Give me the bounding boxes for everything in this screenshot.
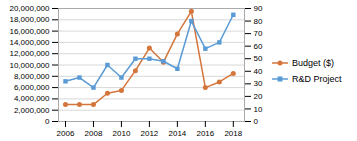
svg-text:20: 20 [254,92,263,101]
svg-text:20,000,000: 20,000,000 [9,4,50,13]
svg-text:6,000,000: 6,000,000 [14,83,50,92]
svg-text:12,000,000: 12,000,000 [9,49,50,58]
svg-text:50: 50 [254,54,263,63]
svg-text:90: 90 [254,4,263,13]
svg-text:2006: 2006 [57,129,75,138]
svg-text:2014: 2014 [168,129,186,138]
svg-text:40: 40 [254,67,263,76]
svg-text:2016: 2016 [196,129,214,138]
svg-text:10,000,000: 10,000,000 [9,61,50,70]
svg-text:2008: 2008 [85,129,103,138]
svg-text:30: 30 [254,79,263,88]
svg-text:2018: 2018 [224,129,242,138]
svg-text:60: 60 [254,42,263,51]
svg-text:0: 0 [254,117,259,126]
svg-text:14,000,000: 14,000,000 [9,38,50,47]
svg-text:16,000,000: 16,000,000 [9,27,50,36]
svg-text:70: 70 [254,29,263,38]
svg-text:8,000,000: 8,000,000 [14,72,50,81]
html-text:R&D Project: R&D Project [292,73,342,84]
svg-text:2012: 2012 [141,129,159,138]
svg-text:10: 10 [254,105,263,114]
svg-text:18,000,000: 18,000,000 [9,15,50,24]
svg-text:4,000,000: 4,000,000 [14,94,50,103]
svg-text:0: 0 [45,117,50,126]
html-text:Budget ($): Budget ($) [292,57,334,68]
svg-text:2,000,000: 2,000,000 [14,106,50,115]
svg-text:80: 80 [254,17,263,26]
svg-text:2010: 2010 [113,129,131,138]
